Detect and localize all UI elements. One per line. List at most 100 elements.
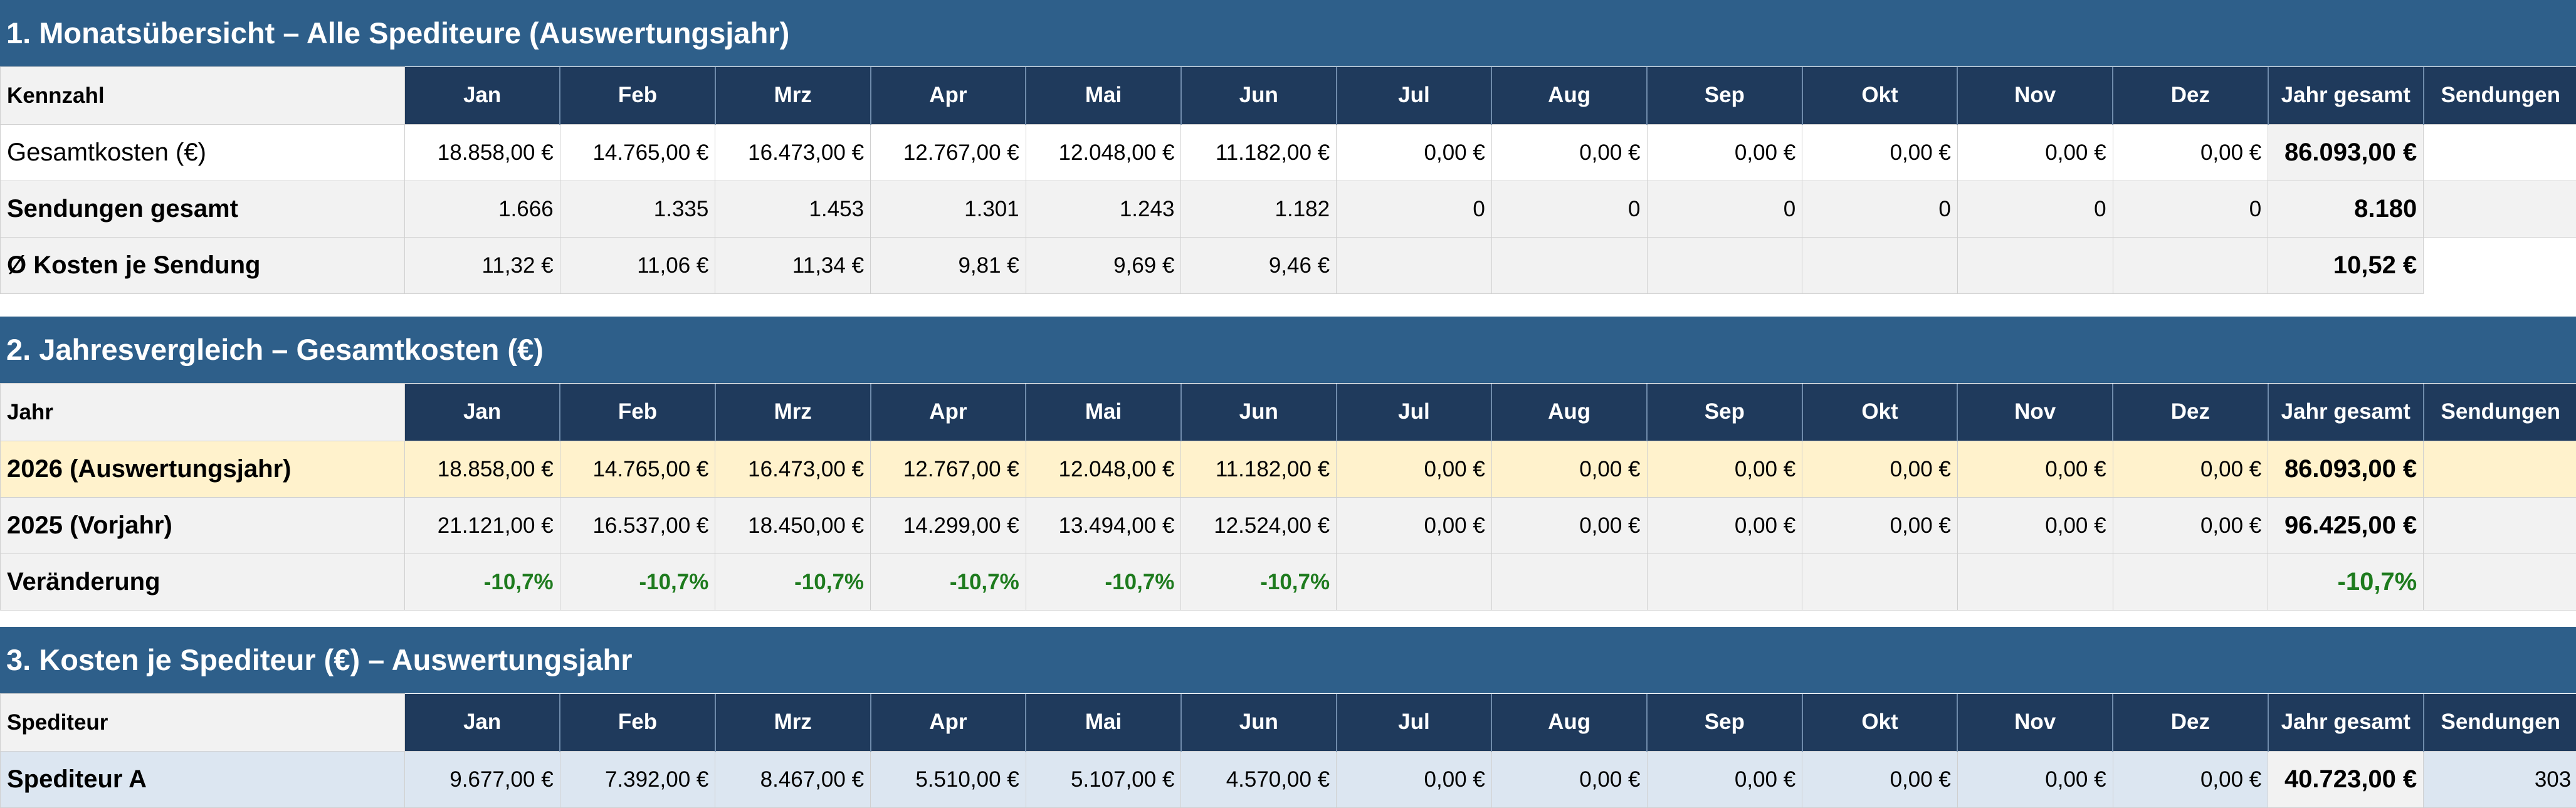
cell[interactable]: 0,00 € xyxy=(1647,498,1802,554)
cell[interactable]: 1.335 xyxy=(560,181,715,238)
cell[interactable] xyxy=(2113,554,2268,611)
cell[interactable]: 12.767,00 € xyxy=(871,125,1026,181)
shipments-cell[interactable] xyxy=(2424,554,2576,611)
col-header[interactable]: Jun xyxy=(1181,67,1337,125)
cell[interactable]: 16.473,00 € xyxy=(715,125,871,181)
cell[interactable]: 11,06 € xyxy=(560,238,715,294)
cell[interactable]: 0,00 € xyxy=(1957,498,2113,554)
col-header[interactable]: Mrz xyxy=(715,384,871,441)
col-header[interactable]: Mai xyxy=(1026,67,1181,125)
shipments-cell[interactable] xyxy=(2424,441,2576,498)
cell[interactable]: 0,00 € xyxy=(1647,441,1802,498)
col-header[interactable]: Aug xyxy=(1491,384,1647,441)
cell[interactable]: 18.858,00 € xyxy=(405,125,560,181)
col-header[interactable]: Spediteur xyxy=(1,694,405,752)
col-header[interactable]: Dez xyxy=(2113,384,2268,441)
shipments-cell[interactable] xyxy=(2424,181,2576,238)
cell[interactable] xyxy=(1957,238,2113,294)
cell[interactable] xyxy=(1491,554,1647,611)
cell[interactable] xyxy=(2113,238,2268,294)
cell[interactable] xyxy=(1337,238,1492,294)
col-header[interactable]: Jul xyxy=(1337,694,1492,752)
cell[interactable]: 0 xyxy=(1491,181,1647,238)
cell[interactable]: 9,46 € xyxy=(1181,238,1337,294)
cell[interactable]: 11.182,00 € xyxy=(1181,125,1337,181)
col-header[interactable]: Feb xyxy=(560,67,715,125)
total-cell[interactable]: 8.180 xyxy=(2268,181,2424,238)
total-cell[interactable]: 96.425,00 € xyxy=(2268,498,2424,554)
col-header[interactable]: Sep xyxy=(1647,384,1802,441)
cell[interactable]: 0 xyxy=(1957,181,2113,238)
cell[interactable]: 0,00 € xyxy=(1337,125,1492,181)
col-header[interactable]: Jan xyxy=(405,694,560,752)
cell[interactable]: 0,00 € xyxy=(2113,498,2268,554)
cell[interactable]: 0,00 € xyxy=(1337,441,1492,498)
cell[interactable] xyxy=(1647,554,1802,611)
cell[interactable]: 11.182,00 € xyxy=(1181,441,1337,498)
cell[interactable]: 13.494,00 € xyxy=(1026,498,1181,554)
col-header[interactable]: Sep xyxy=(1647,67,1802,125)
col-header[interactable]: Jahr gesamt xyxy=(2268,384,2424,441)
cell[interactable]: 0,00 € xyxy=(1491,125,1647,181)
row-label[interactable]: 2025 (Vorjahr) xyxy=(1,498,405,554)
cell[interactable]: 1.243 xyxy=(1026,181,1181,238)
cell[interactable]: 0,00 € xyxy=(1802,125,1958,181)
cell[interactable]: 0,00 € xyxy=(1337,498,1492,554)
cell[interactable]: 0,00 € xyxy=(1337,752,1492,808)
col-header[interactable]: Jahr xyxy=(1,384,405,441)
col-header[interactable]: Apr xyxy=(871,694,1026,752)
cell[interactable]: 21.121,00 € xyxy=(405,498,560,554)
col-header[interactable]: Mrz xyxy=(715,67,871,125)
cell[interactable]: 0,00 € xyxy=(1802,441,1958,498)
col-header[interactable]: Mai xyxy=(1026,384,1181,441)
cell[interactable]: 1.182 xyxy=(1181,181,1337,238)
cell[interactable]: 0,00 € xyxy=(1957,125,2113,181)
col-header[interactable]: Jan xyxy=(405,67,560,125)
cell[interactable] xyxy=(1337,554,1492,611)
col-header[interactable]: Jun xyxy=(1181,694,1337,752)
row-label[interactable]: Spediteur A xyxy=(1,752,405,808)
total-cell[interactable]: 40.723,00 € xyxy=(2268,752,2424,808)
row-label[interactable]: 2026 (Auswertungsjahr) xyxy=(1,441,405,498)
col-header[interactable]: Aug xyxy=(1491,67,1647,125)
cell[interactable]: 18.858,00 € xyxy=(405,441,560,498)
col-header[interactable]: Mrz xyxy=(715,694,871,752)
cell[interactable]: 0,00 € xyxy=(1647,125,1802,181)
col-header[interactable]: Nov xyxy=(1957,67,2113,125)
col-header[interactable]: Okt xyxy=(1802,694,1958,752)
cell[interactable]: 5.107,00 € xyxy=(1026,752,1181,808)
col-header[interactable]: Aug xyxy=(1491,694,1647,752)
col-header[interactable]: Kennzahl xyxy=(1,67,405,125)
col-header[interactable]: Nov xyxy=(1957,384,2113,441)
total-change-cell[interactable]: -10,7% xyxy=(2268,554,2424,611)
total-cell[interactable]: 10,52 € xyxy=(2268,238,2424,294)
col-header[interactable]: Mai xyxy=(1026,694,1181,752)
col-header[interactable]: Feb xyxy=(560,694,715,752)
col-header[interactable]: Nov xyxy=(1957,694,2113,752)
shipments-cell[interactable] xyxy=(2424,498,2576,554)
col-header[interactable]: Jan xyxy=(405,384,560,441)
col-header[interactable]: Sep xyxy=(1647,694,1802,752)
cell[interactable]: 12.048,00 € xyxy=(1026,125,1181,181)
col-header[interactable]: Jun xyxy=(1181,384,1337,441)
col-header[interactable]: Okt xyxy=(1802,384,1958,441)
cell[interactable]: 0,00 € xyxy=(1491,752,1647,808)
cell[interactable]: 12.767,00 € xyxy=(871,441,1026,498)
row-label[interactable]: Ø Kosten je Sendung xyxy=(1,238,405,294)
cell[interactable] xyxy=(1802,238,1958,294)
cell[interactable]: 12.048,00 € xyxy=(1026,441,1181,498)
change-cell[interactable]: -10,7% xyxy=(1026,554,1181,611)
cell[interactable]: 0 xyxy=(1647,181,1802,238)
cell[interactable]: 7.392,00 € xyxy=(560,752,715,808)
shipments-cell[interactable]: 303 xyxy=(2424,752,2576,808)
col-header[interactable]: Okt xyxy=(1802,67,1958,125)
total-cell[interactable]: 86.093,00 € xyxy=(2268,125,2424,181)
col-header[interactable]: Sendungen xyxy=(2424,384,2576,441)
cell[interactable]: 18.450,00 € xyxy=(715,498,871,554)
col-header[interactable]: Dez xyxy=(2113,67,2268,125)
row-label[interactable]: Veränderung xyxy=(1,554,405,611)
cell[interactable]: 1.301 xyxy=(871,181,1026,238)
cell[interactable]: 0 xyxy=(1802,181,1958,238)
cell[interactable]: 1.453 xyxy=(715,181,871,238)
cell[interactable]: 0,00 € xyxy=(1957,441,2113,498)
